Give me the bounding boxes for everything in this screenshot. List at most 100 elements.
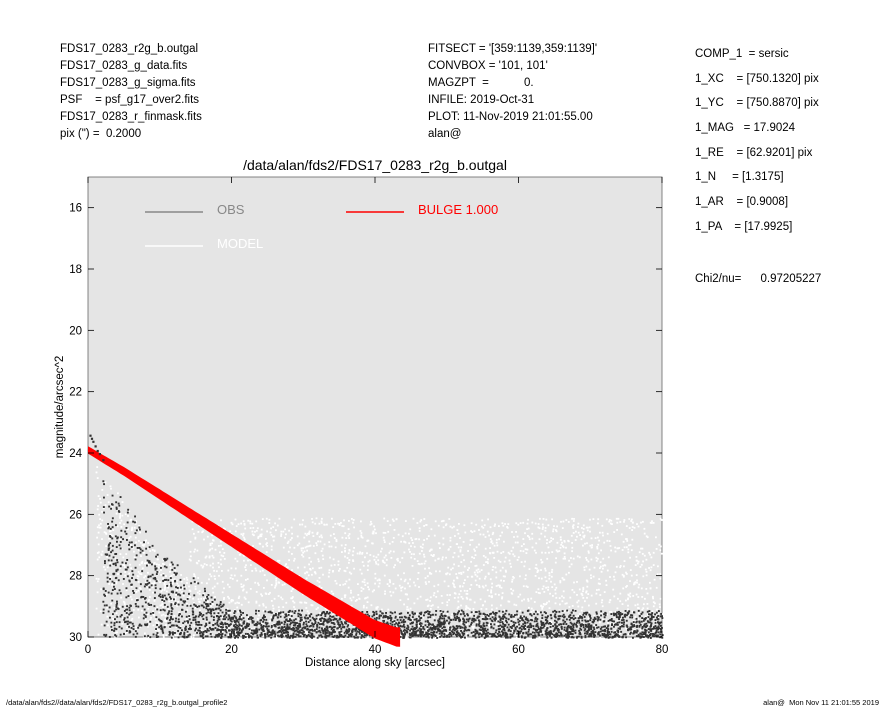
model-point	[211, 634, 213, 637]
obs-point	[549, 622, 551, 624]
model-point	[214, 548, 217, 551]
model-point	[590, 574, 592, 577]
model-point	[384, 593, 386, 595]
model-point	[555, 529, 557, 531]
model-point	[456, 607, 459, 610]
model-point	[366, 596, 369, 599]
obs-point	[111, 517, 114, 520]
model-point	[550, 539, 553, 542]
model-point	[480, 569, 483, 571]
model-point	[659, 577, 662, 580]
model-point	[347, 586, 350, 589]
model-point	[609, 545, 612, 547]
obs-point	[272, 617, 275, 620]
obs-point	[283, 616, 286, 619]
obs-point	[225, 611, 228, 614]
model-point	[508, 559, 511, 562]
model-point	[640, 547, 642, 550]
obs-point	[231, 617, 234, 620]
obs-point	[385, 615, 388, 618]
model-point	[468, 567, 470, 569]
model-point	[447, 548, 450, 551]
model-point	[458, 572, 460, 575]
model-point	[613, 616, 616, 618]
model-point	[324, 607, 327, 610]
obs-point	[129, 621, 132, 624]
model-point	[439, 547, 441, 549]
model-point	[643, 554, 646, 557]
obs-point	[323, 629, 325, 632]
model-point	[256, 610, 259, 613]
model-point	[459, 585, 461, 588]
obs-point	[446, 610, 449, 613]
obs-point	[326, 611, 328, 613]
obs-point	[224, 634, 227, 637]
obs-point	[160, 620, 163, 623]
model-point	[561, 541, 563, 544]
obs-point	[459, 625, 462, 628]
model-point	[401, 586, 404, 589]
model-point	[482, 526, 485, 529]
obs-point	[199, 613, 202, 616]
model-point	[105, 545, 107, 547]
obs-point	[494, 618, 497, 620]
model-point	[136, 577, 139, 580]
obs-point	[565, 630, 568, 632]
model-point	[481, 585, 484, 588]
model-point	[129, 535, 132, 538]
model-point	[428, 618, 430, 620]
model-point	[659, 597, 662, 600]
obs-point	[611, 620, 614, 623]
obs-point	[228, 609, 231, 612]
obs-point	[328, 612, 330, 615]
obs-point	[238, 624, 241, 627]
model-point	[376, 606, 379, 608]
model-point	[583, 536, 585, 539]
model-point	[140, 555, 142, 557]
model-point	[541, 607, 544, 610]
obs-point	[641, 626, 644, 629]
model-point	[582, 528, 585, 530]
model-point	[629, 569, 632, 571]
model-point	[354, 600, 357, 602]
obs-point	[205, 622, 208, 625]
obs-point	[441, 630, 444, 633]
obs-point	[549, 626, 552, 628]
model-point	[540, 532, 543, 535]
model-point	[245, 569, 247, 571]
model-point	[401, 624, 403, 626]
obs-point	[408, 614, 411, 617]
model-point	[470, 575, 473, 578]
obs-point	[465, 629, 468, 632]
model-point	[240, 617, 242, 619]
model-point	[194, 607, 197, 609]
fit-parameter-line: 1_N = [1.3175]	[695, 171, 784, 184]
obs-point	[235, 617, 238, 620]
model-point	[477, 568, 480, 571]
model-point	[488, 595, 491, 597]
obs-point	[220, 629, 222, 632]
obs-point	[318, 626, 321, 629]
obs-point	[315, 617, 318, 620]
model-point	[551, 586, 554, 588]
model-point	[481, 525, 483, 528]
model-point	[101, 519, 104, 522]
model-point	[151, 586, 154, 588]
model-point	[348, 537, 351, 539]
model-point	[595, 556, 598, 559]
model-point	[165, 590, 168, 593]
obs-point	[158, 594, 161, 597]
obs-point	[201, 632, 204, 635]
model-point	[291, 618, 293, 621]
model-point	[258, 535, 261, 538]
model-point	[131, 598, 133, 601]
model-point	[203, 538, 205, 541]
model-point	[434, 559, 437, 562]
model-point	[111, 598, 114, 601]
model-point	[496, 544, 499, 547]
obs-point	[428, 613, 430, 616]
model-point	[155, 629, 157, 632]
model-point	[312, 535, 315, 537]
obs-point	[177, 630, 179, 632]
model-point	[573, 581, 575, 584]
